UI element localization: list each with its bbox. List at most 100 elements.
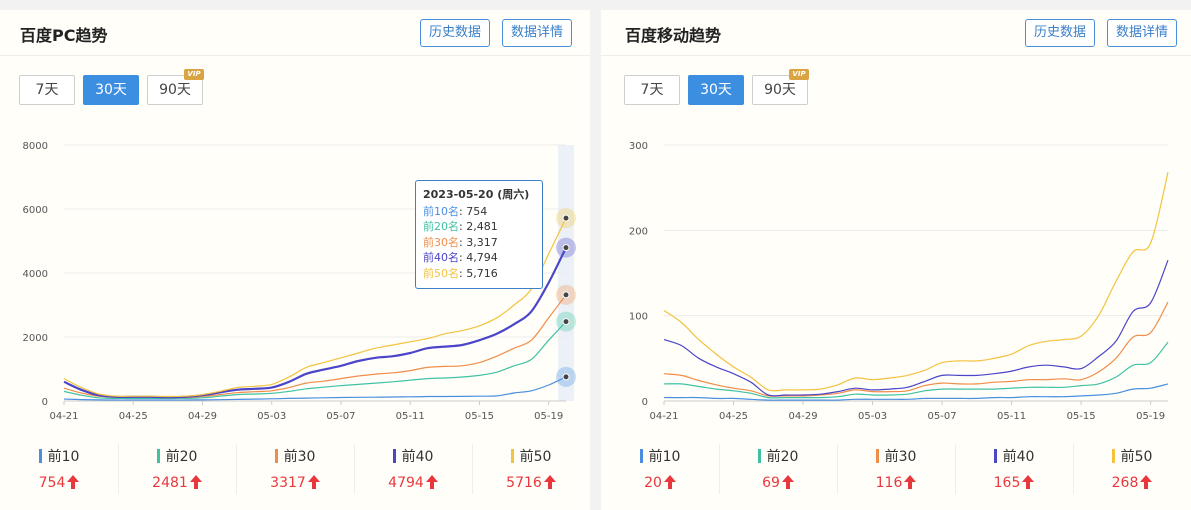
up-arrow-icon <box>189 475 202 489</box>
x-tick-label: 05-11 <box>396 411 425 422</box>
x-tick-label: 04-21 <box>649 411 678 422</box>
legend-value: 4794 <box>354 475 472 491</box>
series-line-前50 <box>663 172 1169 392</box>
legend-label: 前50 <box>472 446 590 466</box>
legend-number: 20 <box>644 475 662 491</box>
mobile-trend-panel: 百度移动趋势 历史数据 数据详情 7天 30天 90天 VIP 0 100 200 3… <box>601 10 1191 510</box>
legend-label: 前10 <box>601 446 719 466</box>
tooltip-label: 前30名 <box>423 235 459 249</box>
legend-item-top20[interactable]: 前20 2481 <box>118 438 236 498</box>
series-line-前20 <box>663 341 1169 399</box>
tooltip-row-top50: 前50名: 5,716 <box>423 266 498 280</box>
tooltip-value: 4,794 <box>466 251 498 264</box>
tooltip-label: 前20名 <box>423 220 459 233</box>
range-90d-button[interactable]: 90天 VIP <box>147 69 204 105</box>
x-tick-label: 05-19 <box>534 411 563 422</box>
tooltip-row-top30: 前30名: 3,317 <box>423 235 498 249</box>
legend-text: 前40 <box>1002 449 1035 465</box>
series-line-前40 <box>63 247 567 399</box>
legend-item-top10[interactable]: 前10 754 <box>0 438 118 498</box>
legend-swatch <box>993 449 997 463</box>
range-7d-button[interactable]: 7天 <box>624 75 680 105</box>
x-tick-label: 05-07 <box>928 411 957 422</box>
range-30d-button[interactable]: 30天 <box>83 75 139 105</box>
legend-number: 754 <box>38 475 66 491</box>
legend-number: 116 <box>875 475 903 491</box>
legend-text: 前30 <box>884 449 917 465</box>
tooltip-row-top10: 前10名: 754 <box>423 204 488 218</box>
range-90d-button[interactable]: 90天 VIP <box>752 69 809 105</box>
data-point <box>562 318 570 326</box>
legend-number: 3317 <box>270 475 306 491</box>
legend-label: 前40 <box>354 446 472 466</box>
legend-item-top40[interactable]: 前40 4794 <box>354 438 472 498</box>
up-arrow-icon <box>1022 475 1035 489</box>
legend-number: 2481 <box>152 475 188 491</box>
series-line-前50 <box>63 217 567 398</box>
y-tick-label: 6000 <box>23 205 48 216</box>
legend-text: 前20 <box>165 449 198 465</box>
legend: 前10 20 前20 69 前30 116 前40 165 前50 268 <box>601 438 1191 498</box>
legend-item-top50[interactable]: 前50 268 <box>1073 438 1191 498</box>
y-tick-label: 0 <box>42 397 48 408</box>
range-7d-button[interactable]: 7天 <box>19 75 75 105</box>
x-tick-label: 04-21 <box>49 411 78 422</box>
history-data-button[interactable]: 历史数据 <box>420 19 491 47</box>
history-data-button[interactable]: 历史数据 <box>1025 19 1096 47</box>
legend-item-top10[interactable]: 前10 20 <box>601 438 719 498</box>
legend-item-top20[interactable]: 前20 69 <box>719 438 837 498</box>
data-point <box>562 291 570 299</box>
legend-swatch <box>274 449 278 463</box>
legend-number: 5716 <box>506 475 542 491</box>
data-point <box>562 244 570 252</box>
panel-title: 百度移动趋势 <box>625 26 722 45</box>
mobile-trend-chart[interactable]: 0 100 200 300 04-21 04-25 04-29 05-03 05-07 05-11… <box>601 120 1191 430</box>
legend-text: 前50 <box>1120 449 1153 465</box>
series-line-前30 <box>663 301 1169 397</box>
legend-item-top50[interactable]: 前50 5716 <box>472 438 590 498</box>
x-tick-label: 05-03 <box>257 411 286 422</box>
tooltip-label: 前40名 <box>423 251 459 264</box>
y-tick-label: 2000 <box>23 333 48 344</box>
legend-value: 3317 <box>236 475 354 491</box>
tooltip-value: 3,317 <box>466 235 498 249</box>
x-tick-label: 05-15 <box>1067 411 1096 422</box>
x-tick-label: 05-11 <box>997 411 1026 422</box>
up-arrow-icon <box>307 475 320 489</box>
tooltip-value: 754 <box>466 204 488 218</box>
legend-label: 前30 <box>837 446 955 466</box>
legend-value: 268 <box>1073 475 1191 491</box>
series-line-前20 <box>63 321 567 400</box>
legend-value: 20 <box>601 475 719 491</box>
y-tick-label: 300 <box>629 141 648 152</box>
data-point <box>562 373 570 381</box>
legend-item-top30[interactable]: 前30 3317 <box>236 438 354 498</box>
up-arrow-icon <box>67 475 80 489</box>
vip-badge: VIP <box>789 69 809 80</box>
data-detail-button[interactable]: 数据详情 <box>502 19 573 47</box>
legend-number: 69 <box>762 475 780 491</box>
y-tick-label: 100 <box>629 312 648 323</box>
legend-text: 前40 <box>401 449 434 465</box>
y-tick-label: 0 <box>642 397 648 408</box>
legend-label: 前30 <box>236 446 354 466</box>
series-line-前10 <box>663 383 1169 401</box>
legend-label: 前20 <box>719 446 837 466</box>
legend-item-top40[interactable]: 前40 165 <box>955 438 1073 498</box>
tooltip-label: 前10名 <box>423 204 459 218</box>
legend-text: 前30 <box>283 449 316 465</box>
range-30d-button[interactable]: 30天 <box>688 75 744 105</box>
legend-number: 4794 <box>388 475 424 491</box>
series-line-前30 <box>63 294 567 399</box>
pc-trend-panel: 百度PC趋势 历史数据 数据详情 7天 30天 90天 VIP 0 2000 400… <box>0 10 590 510</box>
range-90d-label: 90天 <box>159 82 191 98</box>
tooltip-row-top40: 前40名: 4,794 <box>423 251 498 264</box>
data-point <box>562 214 570 222</box>
legend-item-top30[interactable]: 前30 116 <box>837 438 955 498</box>
legend-number: 268 <box>1111 475 1139 491</box>
legend: 前10 754 前20 2481 前30 3317 前40 4794 前50 5… <box>0 438 590 498</box>
legend-swatch <box>757 449 761 463</box>
data-detail-button[interactable]: 数据详情 <box>1107 19 1178 47</box>
panel-header: 百度移动趋势 历史数据 数据详情 <box>601 10 1191 56</box>
tooltip-value: 5,716 <box>466 266 498 280</box>
